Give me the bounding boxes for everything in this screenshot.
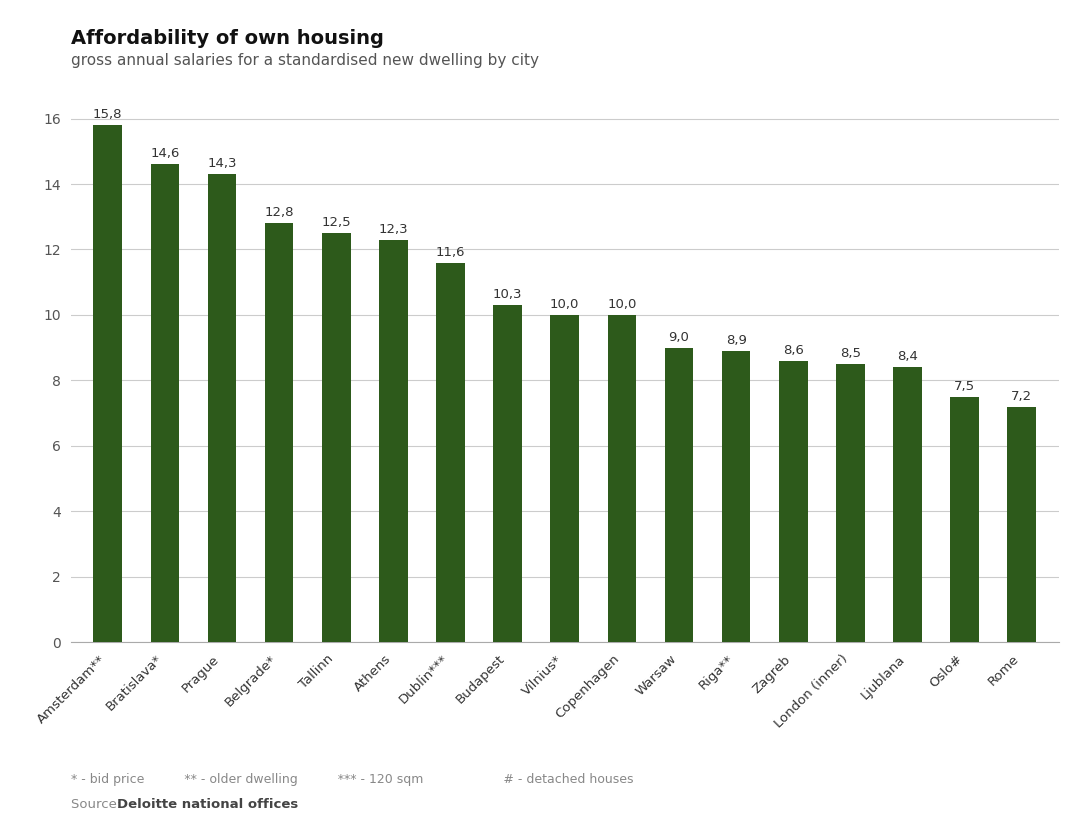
Text: 8,6: 8,6 [783, 344, 804, 357]
Bar [722, 351, 750, 642]
Text: 10,3: 10,3 [493, 288, 522, 301]
Bar [321, 233, 351, 642]
Text: 14,3: 14,3 [207, 157, 237, 170]
Bar [93, 125, 122, 642]
Text: 8,5: 8,5 [839, 347, 861, 360]
Text: * - bid price          ** - older dwelling          *** - 120 sqm               : * - bid price ** - older dwelling *** - … [71, 773, 633, 786]
Text: 8,9: 8,9 [725, 334, 746, 347]
Bar [493, 305, 522, 642]
Bar [207, 174, 237, 642]
Text: 7,5: 7,5 [954, 380, 975, 393]
Text: 12,8: 12,8 [264, 206, 294, 219]
Text: 12,5: 12,5 [321, 216, 351, 229]
Bar [779, 361, 808, 642]
Text: Source:: Source: [71, 798, 125, 811]
Text: gross annual salaries for a standardised new dwelling by city: gross annual salaries for a standardised… [71, 53, 539, 68]
Text: Deloitte national offices: Deloitte national offices [117, 798, 299, 811]
Text: 7,2: 7,2 [1011, 389, 1033, 402]
Text: 12,3: 12,3 [379, 222, 408, 236]
Text: 10,0: 10,0 [607, 298, 636, 311]
Bar [950, 397, 978, 642]
Bar [437, 263, 465, 642]
Bar [1008, 407, 1036, 642]
Bar [607, 315, 636, 642]
Text: 9,0: 9,0 [669, 330, 690, 344]
Bar [551, 315, 579, 642]
Bar [151, 164, 179, 642]
Bar [379, 240, 407, 642]
Text: 8,4: 8,4 [897, 350, 918, 363]
Text: Affordability of own housing: Affordability of own housing [71, 29, 383, 47]
Bar [265, 223, 293, 642]
Text: 14,6: 14,6 [150, 147, 179, 160]
Bar [665, 348, 693, 642]
Text: 15,8: 15,8 [93, 108, 123, 121]
Bar [836, 364, 864, 642]
Bar [893, 367, 922, 642]
Text: 10,0: 10,0 [550, 298, 580, 311]
Text: 11,6: 11,6 [435, 245, 465, 258]
